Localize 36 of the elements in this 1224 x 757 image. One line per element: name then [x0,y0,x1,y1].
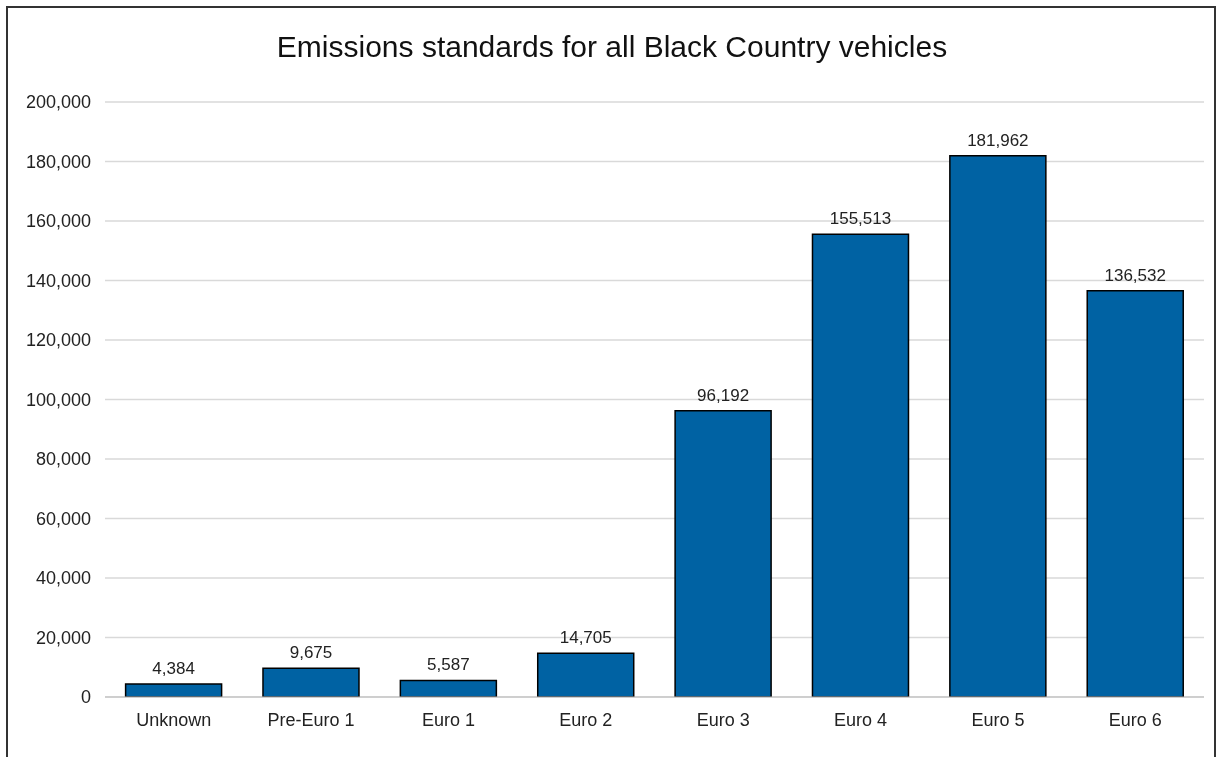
y-tick-label: 100,000 [25,389,91,410]
x-tick-label: Euro 2 [559,709,613,730]
bar [262,667,360,697]
y-tick-label: 140,000 [25,270,91,291]
x-tick-label: Euro 3 [696,709,750,730]
bar [949,154,1047,697]
bar [1086,290,1184,697]
data-label: 5,587 [427,655,470,675]
bar [536,652,635,697]
data-label: 136,532 [1104,265,1166,285]
y-tick-label: 180,000 [25,151,91,172]
data-label: 181,962 [967,130,1029,150]
x-tick-label: Pre-Euro 1 [267,709,355,730]
x-tick-label: Unknown [136,709,212,730]
data-label: 9,675 [289,643,333,663]
y-tick-label: 40,000 [35,568,91,589]
data-label: 96,192 [697,385,750,405]
bar [674,410,772,697]
y-tick-label: 20,000 [35,627,91,648]
y-tick-label: 60,000 [35,508,91,529]
y-tick-label: 200,000 [25,92,91,113]
x-tick-label: Euro 6 [1108,709,1162,730]
x-tick-label: Euro 1 [421,709,475,730]
x-tick-label: Euro 4 [834,709,888,730]
chart-title: Emissions standards for all Black Country vehicles [275,30,949,64]
x-tick-label: Euro 5 [971,709,1025,730]
y-tick-label: 0 [80,687,91,708]
bar [399,679,498,697]
y-tick-label: 120,000 [25,330,91,351]
y-tick-label: 80,000 [35,449,91,470]
data-label: 14,705 [559,628,612,648]
data-label: 155,513 [829,209,892,229]
y-tick-label: 160,000 [25,211,91,232]
bar [811,233,910,697]
data-label: 4,384 [152,658,195,678]
bar [124,683,223,697]
